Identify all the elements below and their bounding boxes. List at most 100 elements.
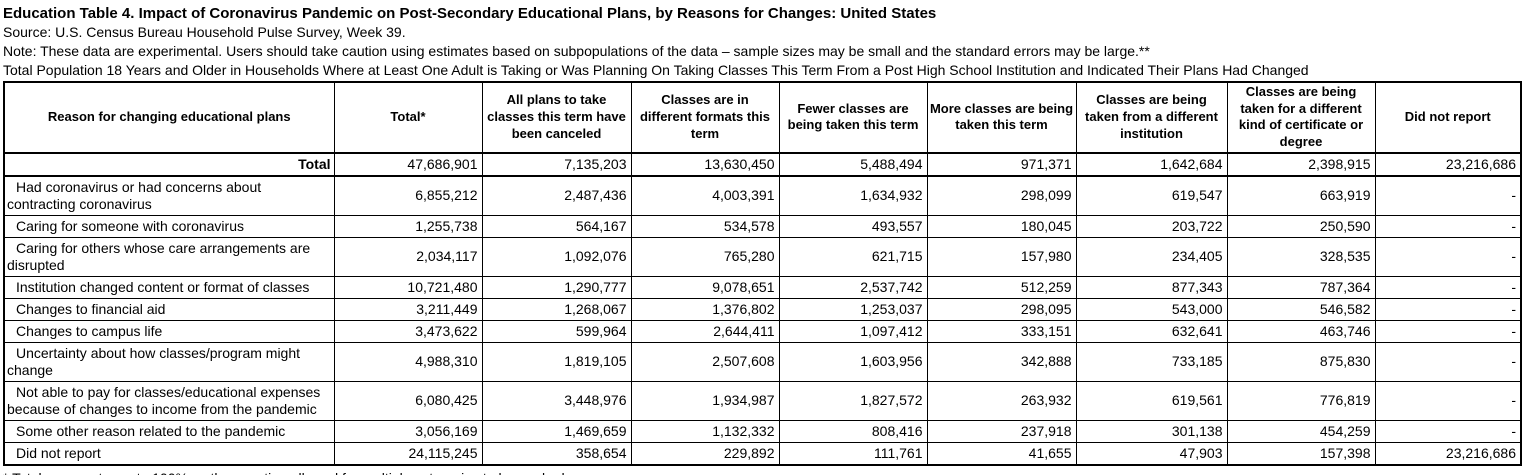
row-label: Had coronavirus or had concerns about co… xyxy=(3,175,335,216)
cell-value: - xyxy=(1374,341,1522,382)
column-header: More classes are being taken this term xyxy=(926,81,1077,154)
cell-value: 632,641 xyxy=(1075,319,1228,343)
table-row: Uncertainty about how classes/program mi… xyxy=(3,341,1522,382)
column-header: Reason for changing educational plans xyxy=(3,81,335,154)
row-label: Caring for others whose care arrangement… xyxy=(3,236,335,277)
cell-value: - xyxy=(1374,236,1522,277)
cell-value: 1,603,956 xyxy=(778,341,928,382)
cell-value: 1,827,572 xyxy=(778,380,928,421)
cell-value: 2,487,436 xyxy=(481,175,632,216)
cell-value: 2,034,117 xyxy=(333,236,483,277)
table-row: Caring for someone with coronavirus 1,255… xyxy=(3,214,1522,238)
cell-value: 9,078,651 xyxy=(630,275,780,299)
cell-value: 47,686,901 xyxy=(333,152,483,177)
row-label: Total xyxy=(3,152,335,177)
cell-value: 13,630,450 xyxy=(630,152,780,177)
cell-value: 599,964 xyxy=(481,319,632,343)
cell-value: 250,590 xyxy=(1226,214,1376,238)
cell-value: 877,343 xyxy=(1075,275,1228,299)
row-label: Uncertainty about how classes/program mi… xyxy=(3,341,335,382)
cell-value: 298,095 xyxy=(926,297,1077,321)
cell-value: 1,253,037 xyxy=(778,297,928,321)
cell-value: 5,488,494 xyxy=(778,152,928,177)
cell-value: - xyxy=(1374,275,1522,299)
cell-value: 4,988,310 xyxy=(333,341,483,382)
column-header: Fewer classes are being taken this term xyxy=(778,81,928,154)
cell-value: 298,099 xyxy=(926,175,1077,216)
cell-value: 733,185 xyxy=(1075,341,1228,382)
cell-value: 2,644,411 xyxy=(630,319,780,343)
cell-value: 776,819 xyxy=(1226,380,1376,421)
cell-value: 2,537,742 xyxy=(778,275,928,299)
footnotes: * Totals may not sum to 100% as the ques… xyxy=(3,468,1524,475)
cell-value: 543,000 xyxy=(1075,297,1228,321)
column-header: Classes are being taken for a different … xyxy=(1226,81,1376,154)
cell-value: 1,255,738 xyxy=(333,214,483,238)
cell-value: 111,761 xyxy=(778,441,928,465)
table-row: Some other reason related to the pandemi… xyxy=(3,419,1522,443)
cell-value: 546,582 xyxy=(1226,297,1376,321)
cell-value: 1,819,105 xyxy=(481,341,632,382)
cell-value: 3,448,976 xyxy=(481,380,632,421)
cell-value: 24,115,245 xyxy=(333,441,483,465)
cell-value: 23,216,686 xyxy=(1374,441,1522,465)
row-label: Some other reason related to the pandemi… xyxy=(3,419,335,443)
cell-value: 263,932 xyxy=(926,380,1077,421)
cell-value: 765,280 xyxy=(630,236,780,277)
cell-value: 333,151 xyxy=(926,319,1077,343)
table-row: Changes to campus life 3,473,622 599,964 2,… xyxy=(3,319,1522,343)
cell-value: - xyxy=(1374,214,1522,238)
cell-value: 1,934,987 xyxy=(630,380,780,421)
cell-value: 463,746 xyxy=(1226,319,1376,343)
cell-value: 1,290,777 xyxy=(481,275,632,299)
row-label: Caring for someone with coronavirus xyxy=(3,214,335,238)
cell-value: 534,578 xyxy=(630,214,780,238)
cell-value: 619,561 xyxy=(1075,380,1228,421)
cell-value: 787,364 xyxy=(1226,275,1376,299)
cell-value: 180,045 xyxy=(926,214,1077,238)
cell-value: 1,634,932 xyxy=(778,175,928,216)
cell-value: 3,473,622 xyxy=(333,319,483,343)
cell-value: 7,135,203 xyxy=(481,152,632,177)
cell-value: 328,535 xyxy=(1226,236,1376,277)
universe-line: Total Population 18 Years and Older in H… xyxy=(3,62,1309,78)
cell-value: 808,416 xyxy=(778,419,928,443)
cell-value: 875,830 xyxy=(1226,341,1376,382)
page-title: Education Table 4. Impact of Coronavirus… xyxy=(3,5,937,22)
cell-value: 1,268,067 xyxy=(481,297,632,321)
cell-value: 157,398 xyxy=(1226,441,1376,465)
column-header: Classes are being taken from a different… xyxy=(1075,81,1228,154)
cell-value: - xyxy=(1374,380,1522,421)
cell-value: 23,216,686 xyxy=(1374,152,1522,177)
row-label: Institution changed content or format of… xyxy=(3,275,335,299)
cell-value: 1,097,412 xyxy=(778,319,928,343)
cell-value: 454,259 xyxy=(1226,419,1376,443)
table-row: Not able to pay for classes/educational … xyxy=(3,380,1522,421)
table-row: Total 47,686,901 7,135,203 13,630,450 5,488,… xyxy=(3,152,1522,177)
table-row: Did not report 24,115,245 358,654 229,892 11… xyxy=(3,441,1522,465)
cell-value: 2,398,915 xyxy=(1226,152,1376,177)
table-row: Changes to financial aid 3,211,449 1,268,0… xyxy=(3,297,1522,321)
cell-value: 301,138 xyxy=(1075,419,1228,443)
row-label: Changes to campus life xyxy=(3,319,335,343)
cell-value: - xyxy=(1374,175,1522,216)
cell-value: 41,655 xyxy=(926,441,1077,465)
cell-value: 6,855,212 xyxy=(333,175,483,216)
cell-value: - xyxy=(1374,419,1522,443)
source-line: Source: U.S. Census Bureau Household Pul… xyxy=(3,24,406,40)
column-header: All plans to take classes this term have… xyxy=(481,81,632,154)
cell-value: 2,507,608 xyxy=(630,341,780,382)
education-table: Reason for changing educational plans Tot… xyxy=(3,81,1522,466)
cell-value: 1,469,659 xyxy=(481,419,632,443)
cell-value: 342,888 xyxy=(926,341,1077,382)
table-body: Total 47,686,901 7,135,203 13,630,450 5,488,… xyxy=(3,152,1522,465)
cell-value: 1,092,076 xyxy=(481,236,632,277)
cell-value: 663,919 xyxy=(1226,175,1376,216)
cell-value: - xyxy=(1374,297,1522,321)
cell-value: 157,980 xyxy=(926,236,1077,277)
row-label: Changes to financial aid xyxy=(3,297,335,321)
cell-value: 203,722 xyxy=(1075,214,1228,238)
row-label: Not able to pay for classes/educational … xyxy=(3,380,335,421)
table-row: Institution changed content or format of… xyxy=(3,275,1522,299)
cell-value: 47,903 xyxy=(1075,441,1228,465)
